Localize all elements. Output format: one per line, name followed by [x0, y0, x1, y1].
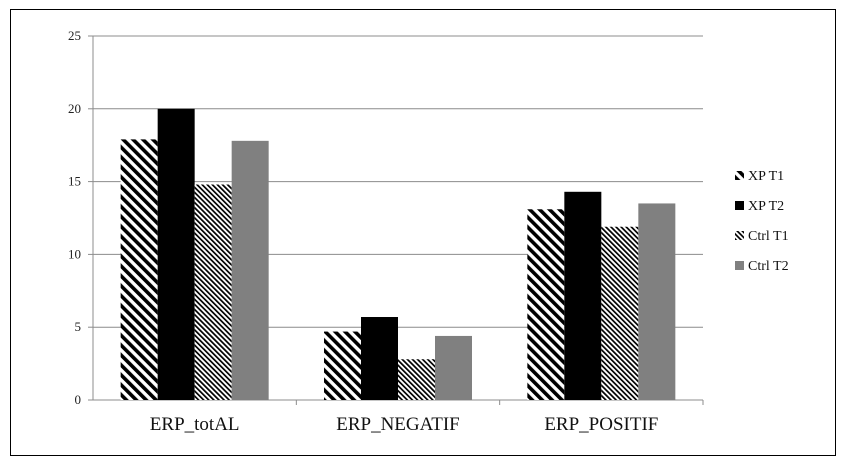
legend-item: XP T2 — [735, 199, 784, 214]
legend-item: XP T1 — [735, 169, 784, 184]
bar-ctrl-t1-erp_total — [194, 184, 232, 400]
legend-item: Ctrl T1 — [735, 229, 789, 244]
x-category-label: ERP_totAL — [150, 414, 240, 435]
y-tick-label: 5 — [75, 319, 82, 334]
legend-label: XP T2 — [748, 199, 784, 214]
chart-frame: 0 5 10 15 20 25 ERP_totAL ERP_NEGATIF ERP_POSITI… — [10, 9, 836, 456]
bar-xp-t1-erp_negatif — [324, 331, 361, 400]
legend-label: Ctrl T1 — [748, 229, 789, 244]
bar-xp-t2-erp_positif — [564, 191, 602, 400]
bar-xp-t2-erp_negatif — [361, 317, 398, 400]
axis-labels: 0 5 10 15 20 25 ERP_totAL ERP_NEGATIF ERP_POSITI… — [68, 28, 658, 435]
y-tick-label: 20 — [68, 101, 81, 116]
legend-item: Ctrl T2 — [735, 259, 789, 274]
y-tick-label: 10 — [68, 246, 81, 261]
y-tick-label: 25 — [68, 28, 81, 43]
legend-label: XP T1 — [748, 169, 784, 184]
bar-ctrl-t2-erp_negatif — [435, 335, 472, 400]
bar-xp-t2-erp_total — [157, 108, 195, 401]
legend-swatch — [735, 171, 744, 180]
bar-ctrl-t1-erp_negatif — [398, 359, 435, 400]
y-tick-label: 0 — [75, 392, 82, 407]
bar-xp-t1-erp_total — [120, 139, 158, 400]
x-category-label: ERP_POSITIF — [544, 414, 658, 435]
legend-swatch — [735, 261, 744, 270]
legend-label: Ctrl T2 — [748, 259, 789, 274]
y-tick-label: 15 — [68, 174, 81, 189]
bar-xp-t1-erp_positif — [527, 209, 565, 400]
bar-chart: 0 5 10 15 20 25 ERP_totAL ERP_NEGATIF ERP_POSITI… — [68, 28, 789, 435]
bars — [120, 108, 676, 401]
legend-swatch — [735, 231, 744, 240]
legend-swatch — [735, 201, 744, 210]
bar-ctrl-t2-erp_positif — [638, 203, 676, 400]
x-category-label: ERP_NEGATIF — [336, 414, 460, 435]
legend: XP T1 XP T2 Ctrl T1 Ctrl T2 — [735, 169, 789, 274]
bar-ctrl-t2-erp_total — [231, 140, 269, 400]
bar-ctrl-t1-erp_positif — [601, 226, 639, 400]
